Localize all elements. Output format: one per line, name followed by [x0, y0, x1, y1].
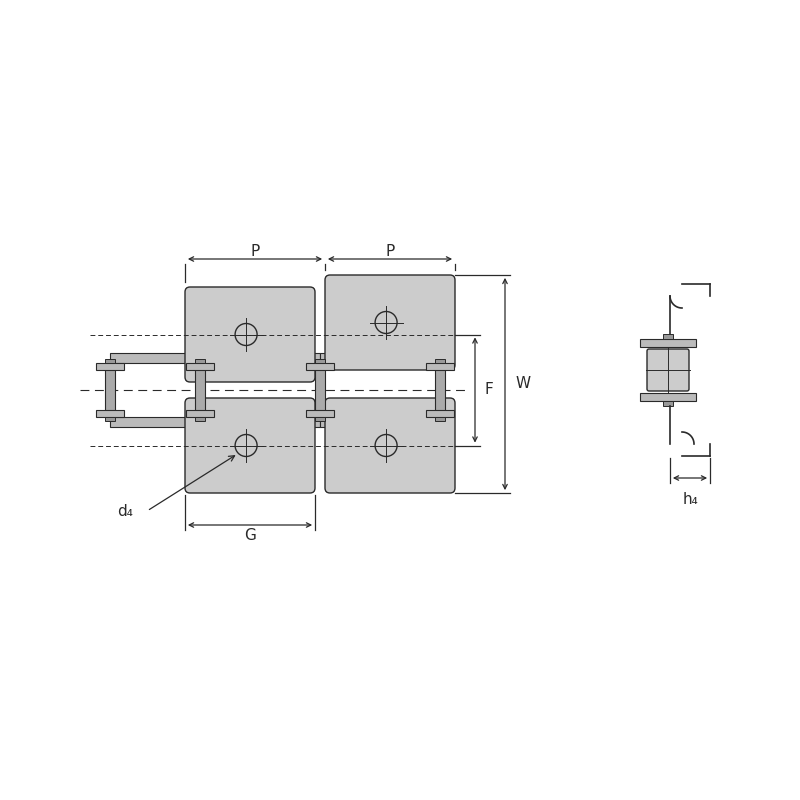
Bar [315, 363, 325, 417]
Bar [186, 410, 214, 417]
Text: G: G [244, 527, 256, 542]
FancyBboxPatch shape [185, 287, 315, 382]
Bar [320, 417, 440, 427]
Bar [640, 339, 696, 347]
Text: h₄: h₄ [682, 492, 698, 507]
Bar [306, 410, 334, 417]
Bar [200, 353, 320, 363]
Bar [105, 417, 115, 421]
Bar [320, 353, 440, 363]
Bar [663, 401, 673, 406]
Bar [110, 417, 200, 427]
FancyBboxPatch shape [325, 275, 455, 370]
Bar [195, 359, 205, 363]
Bar [435, 417, 445, 421]
Bar [96, 410, 124, 417]
Text: d₄: d₄ [117, 503, 133, 518]
Text: F: F [485, 382, 494, 398]
Text: W: W [515, 377, 530, 391]
Bar [105, 363, 115, 417]
Bar [315, 417, 325, 421]
Bar [315, 359, 325, 363]
Text: P: P [386, 243, 394, 258]
Bar [306, 363, 334, 370]
Bar [435, 363, 445, 417]
Bar [110, 353, 200, 363]
Bar [195, 363, 205, 417]
FancyBboxPatch shape [647, 349, 689, 391]
Bar [96, 363, 124, 370]
Bar [426, 363, 454, 370]
FancyBboxPatch shape [185, 398, 315, 493]
Bar [195, 417, 205, 421]
Bar [663, 334, 673, 339]
Bar [105, 359, 115, 363]
Bar [186, 363, 214, 370]
Bar [435, 359, 445, 363]
Text: P: P [250, 243, 260, 258]
FancyBboxPatch shape [325, 398, 455, 493]
Bar [200, 417, 320, 427]
Bar [640, 393, 696, 401]
Bar [426, 410, 454, 417]
